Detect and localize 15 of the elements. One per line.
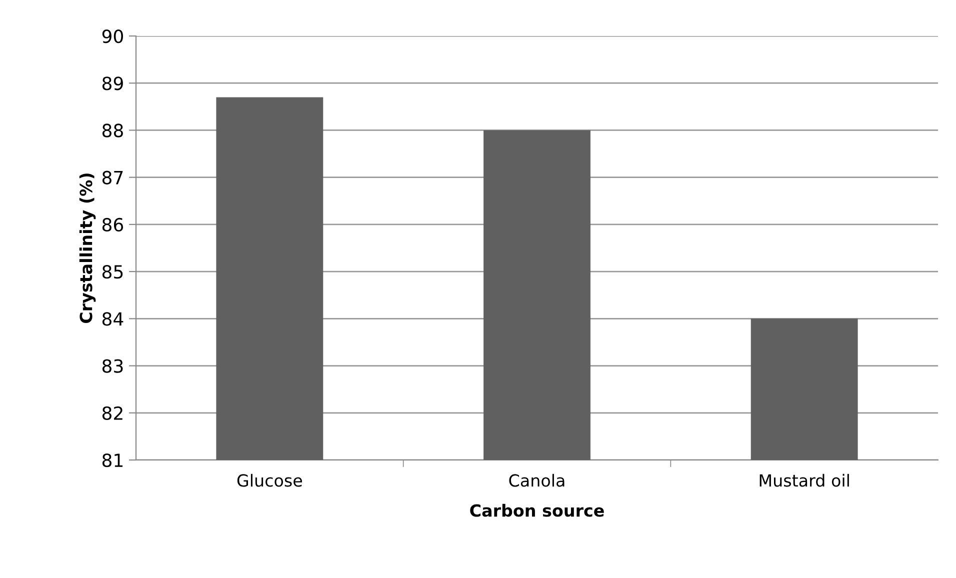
y-tick-label: 89 — [102, 76, 123, 90]
y-tick-label: 88 — [102, 124, 123, 138]
y-tick-label: 86 — [102, 218, 124, 232]
y-tick-label: 85 — [102, 265, 123, 279]
y-tick-label: 87 — [102, 170, 123, 184]
y-tick-label: 83 — [102, 359, 123, 373]
x-tick-label: Glucose — [237, 474, 302, 487]
y-axis-title: Crystallinity (%) — [79, 174, 96, 324]
x-axis-title: Carbon source — [470, 504, 604, 517]
y-tick-label: 84 — [102, 312, 124, 326]
x-tick-label: Mustard oil — [760, 474, 849, 487]
y-tick-label: 90 — [102, 29, 123, 44]
x-tick-label: Canola — [509, 474, 564, 487]
y-tick-label: 82 — [102, 406, 122, 420]
y-tick-label: 81 — [102, 453, 123, 468]
